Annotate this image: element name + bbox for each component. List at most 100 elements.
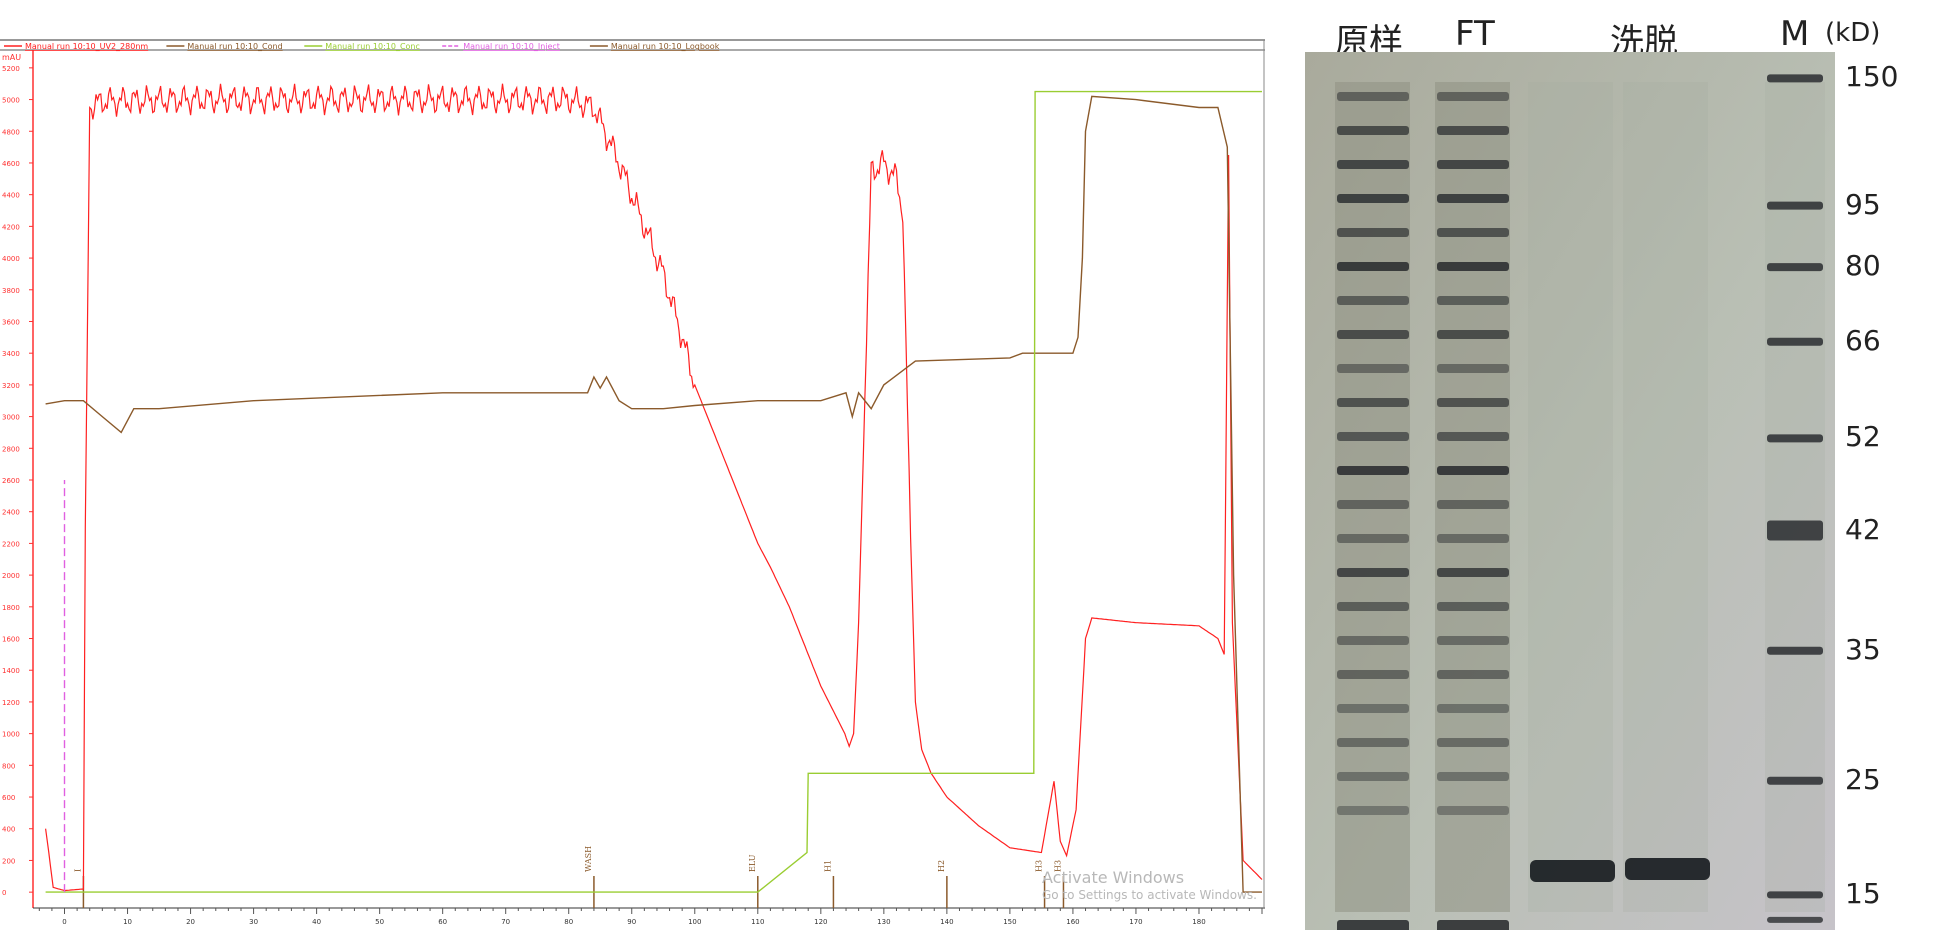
x-tick-label-120: 120	[814, 918, 827, 926]
band-sample-15	[1337, 602, 1409, 611]
activate-windows-line2: Go to Settings to activate Windows.	[1042, 888, 1257, 902]
y-tick-label-400: 400	[2, 826, 15, 834]
band-ft-16	[1437, 636, 1509, 645]
y-tick-label-1400: 1400	[2, 667, 20, 675]
band-sample-20	[1337, 772, 1409, 781]
y-tick-label-2000: 2000	[2, 572, 20, 580]
band-ft-8	[1437, 364, 1509, 373]
x-tick-label-20: 20	[186, 918, 195, 926]
y-tick-label-3400: 3400	[2, 350, 20, 358]
x-tick-label-30: 30	[249, 918, 258, 926]
band-sample-19	[1337, 738, 1409, 747]
band-elution-b-0	[1625, 858, 1710, 880]
chromatogram: Manual run 10:10_UV2_280nm Manual run 10:…	[0, 39, 1265, 926]
y-axis-label: mAU	[2, 53, 21, 62]
legend-entry-0: Manual run 10:10_UV2_280nm	[25, 42, 148, 51]
y-tick-label-2800: 2800	[2, 445, 20, 453]
y-tick-label-4800: 4800	[2, 128, 20, 136]
y-tick-label-3600: 3600	[2, 318, 20, 326]
activate-windows-line1: Activate Windows	[1042, 868, 1185, 887]
band-sample-1	[1337, 126, 1409, 135]
marker-band-42	[1767, 520, 1823, 541]
band-ft-10	[1437, 432, 1509, 441]
x-tick-label-60: 60	[438, 918, 447, 926]
band-ft-12	[1437, 500, 1509, 509]
y-tick-label-4200: 4200	[2, 223, 20, 231]
x-tick-label-80: 80	[564, 918, 573, 926]
band-sample-13	[1337, 534, 1409, 543]
series-line-manual-run-10-10-cond	[45, 95, 1262, 893]
x-tick-label-160: 160	[1066, 918, 1079, 926]
band-ft-5	[1437, 262, 1509, 271]
lane-smear-elution-2	[1623, 82, 1708, 912]
band-sample-21	[1337, 806, 1409, 815]
band-ft-7	[1437, 330, 1509, 339]
lane-label-marker: M	[1780, 14, 1810, 54]
marker-band-66	[1767, 337, 1823, 346]
y-tick-label-1200: 1200	[2, 699, 20, 707]
mw-label-150: 150	[1845, 60, 1899, 94]
y-tick-label-1000: 1000	[2, 731, 20, 739]
band-ft-21	[1437, 806, 1509, 815]
band-sample-9	[1337, 398, 1409, 407]
y-tick-label-3800: 3800	[2, 287, 20, 295]
y-tick-label-200: 200	[2, 857, 15, 865]
sds-page-gel-panel: 原样 FT 洗脱 M (kD) 150 95 80 66 52 42 35 25 15	[1290, 0, 1942, 930]
y-tick-label-3200: 3200	[2, 382, 20, 390]
lane-smear-sample	[1335, 82, 1410, 912]
band-ft-3	[1437, 194, 1509, 203]
marker-band-25	[1767, 776, 1823, 785]
legend-entry-4: Manual run 10:10_Logbook	[611, 42, 720, 51]
x-tick-label-110: 110	[751, 918, 764, 926]
band-ft-19	[1437, 738, 1509, 747]
mw-label-66: 66	[1845, 323, 1881, 357]
band-sample-12	[1337, 500, 1409, 509]
band-sample-4	[1337, 228, 1409, 237]
y-tick-label-2600: 2600	[2, 477, 20, 485]
marker-band-95	[1767, 201, 1823, 210]
band-sample-3	[1337, 194, 1409, 203]
x-tick-label-50: 50	[375, 918, 384, 926]
band-ft-4	[1437, 228, 1509, 237]
logbook-label-2: ELU	[748, 854, 757, 872]
logbook-label-4: H2	[937, 860, 946, 872]
mw-label-35: 35	[1845, 632, 1881, 666]
band-sample-11	[1337, 466, 1409, 475]
mw-label-15: 15	[1845, 876, 1881, 910]
logbook-label-3: H1	[823, 860, 832, 872]
marker-band-80	[1767, 263, 1823, 272]
band-ft-9	[1437, 398, 1509, 407]
band-sample-7	[1337, 330, 1409, 339]
band-ft-15	[1437, 602, 1509, 611]
x-tick-label-170: 170	[1129, 918, 1142, 926]
band-ft-20	[1437, 772, 1509, 781]
mw-label-95: 95	[1845, 187, 1881, 221]
band-sample-22	[1337, 920, 1409, 930]
band-sample-6	[1337, 296, 1409, 305]
band-ft-22	[1437, 920, 1509, 930]
x-tick-label-0: 0	[62, 918, 66, 926]
band-ft-18	[1437, 704, 1509, 713]
band-ft-0	[1437, 92, 1509, 101]
y-tick-label-0: 0	[2, 889, 6, 897]
logbook-label-6: H3	[1053, 860, 1062, 872]
band-sample-18	[1337, 704, 1409, 713]
legend-entry-1: Manual run 10:10_Cond	[187, 42, 282, 51]
logbook-label-0: I	[73, 869, 82, 872]
band-sample-17	[1337, 670, 1409, 679]
y-tick-label-4400: 4400	[2, 192, 20, 200]
lane-smear-marker	[1765, 82, 1825, 912]
y-tick-label-4600: 4600	[2, 160, 20, 168]
y-tick-label-600: 600	[2, 794, 15, 802]
band-sample-5	[1337, 262, 1409, 271]
marker-band-15-lower	[1767, 916, 1823, 923]
band-sample-2	[1337, 160, 1409, 169]
marker-band-35	[1767, 646, 1823, 655]
y-tick-label-5000: 5000	[2, 97, 20, 105]
lane-label-ft: FT	[1455, 14, 1495, 54]
y-tick-label-2200: 2200	[2, 540, 20, 548]
y-tick-label-800: 800	[2, 762, 15, 770]
band-sample-10	[1337, 432, 1409, 441]
y-tick-label-4000: 4000	[2, 255, 20, 263]
band-ft-2	[1437, 160, 1509, 169]
